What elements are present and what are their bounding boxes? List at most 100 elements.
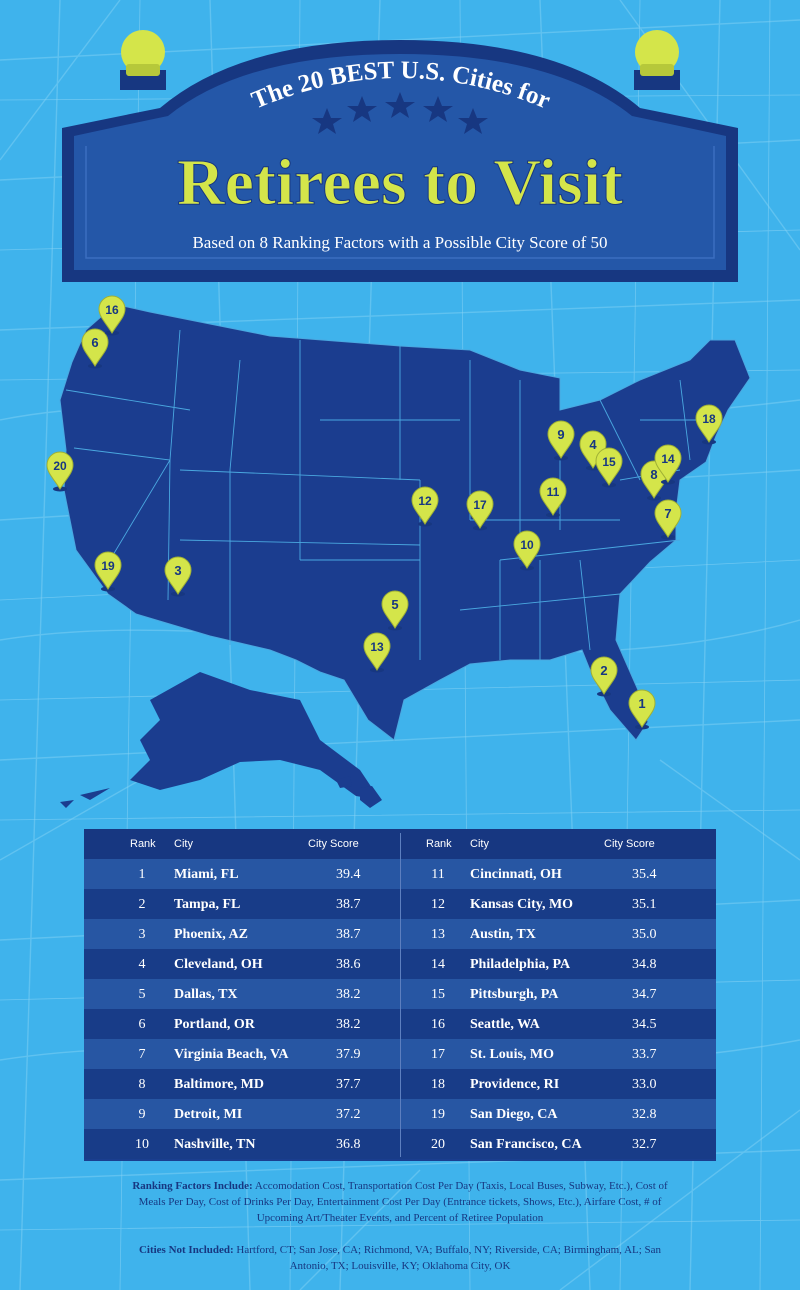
- map-pin-label: 14: [661, 452, 675, 466]
- city-cell: Cleveland, OH: [174, 957, 263, 972]
- map-pin-3: 3: [164, 556, 192, 597]
- rank-cell: 18: [431, 1077, 445, 1092]
- city-cell: Seattle, WA: [470, 1017, 540, 1032]
- sign-post-right: [634, 30, 680, 90]
- score-cell: 38.2: [336, 1017, 361, 1032]
- rank-cell: 2: [138, 897, 146, 912]
- score-cell: 38.7: [336, 897, 361, 912]
- map-pin-2: 2: [590, 656, 618, 697]
- map-pin-label: 3: [174, 563, 181, 578]
- score-cell: 35.4: [632, 867, 657, 882]
- map-pin-15: 15: [595, 447, 623, 488]
- rank-cell: 4: [138, 957, 146, 972]
- map-pin-label: 6: [91, 335, 98, 350]
- city-cell: Tampa, FL: [174, 897, 241, 912]
- header-score-left: City Score: [308, 838, 359, 850]
- city-cell: Dallas, TX: [174, 987, 238, 1002]
- map-pin-19: 19: [94, 551, 122, 592]
- rank-cell: 7: [138, 1047, 146, 1062]
- rank-cell: 16: [431, 1017, 445, 1032]
- rank-cell: 6: [138, 1017, 146, 1032]
- rank-cell: 15: [431, 987, 445, 1002]
- rank-cell: 12: [431, 897, 445, 912]
- city-cell: Providence, RI: [470, 1077, 560, 1092]
- city-cell: San Francisco, CA: [470, 1137, 582, 1152]
- excluded-cities-text: Hartford, CT; San Jose, CA; Richmond, VA…: [236, 1244, 662, 1272]
- score-cell: 34.7: [632, 987, 657, 1002]
- score-cell: 34.8: [632, 957, 657, 972]
- excluded-cities-note: Cities Not Included: Hartford, CT; San J…: [120, 1242, 680, 1274]
- map-pin-label: 9: [557, 427, 564, 442]
- map-pin-label: 18: [702, 412, 716, 426]
- map-pin-label: 1: [638, 696, 645, 711]
- score-cell: 37.2: [336, 1107, 361, 1122]
- city-cell: Virginia Beach, VA: [174, 1047, 289, 1062]
- excluded-cities-label: Cities Not Included:: [138, 1244, 234, 1256]
- map-pin-label: 16: [105, 303, 119, 317]
- rank-cell: 11: [431, 867, 445, 882]
- score-cell: 34.5: [632, 1017, 657, 1032]
- rank-cell: 5: [138, 987, 146, 1002]
- rank-cell: 9: [138, 1107, 146, 1122]
- state-borders: [65, 329, 700, 660]
- score-cell: 38.2: [336, 987, 361, 1002]
- main-title: Retirees to Visit: [177, 146, 623, 219]
- score-cell: 37.9: [336, 1047, 361, 1062]
- map-pin-16: 16: [98, 295, 126, 336]
- map-pin-label: 20: [53, 459, 67, 473]
- city-cell: Detroit, MI: [174, 1107, 243, 1122]
- map-pin-label: 11: [547, 485, 560, 499]
- ranking-factors-note: Ranking Factors Include: Accomodation Co…: [120, 1178, 680, 1226]
- sign-post-left: [120, 30, 166, 90]
- column-divider: [400, 833, 401, 1157]
- alaska: [60, 672, 380, 808]
- score-cell: 33.0: [632, 1077, 657, 1092]
- title-sign: The 20 BEST U.S. Cities for Retirees to …: [62, 30, 738, 282]
- rank-cell: 1: [138, 867, 146, 882]
- city-cell: Nashville, TN: [174, 1137, 256, 1152]
- map-pin-label: 5: [391, 597, 398, 612]
- map-pin-label: 17: [473, 498, 487, 512]
- score-cell: 32.7: [632, 1137, 657, 1152]
- ranking-factors-text: Accomodation Cost, Transportation Cost P…: [138, 1180, 668, 1224]
- us-mainland: [59, 301, 751, 741]
- subtitle: Based on 8 Ranking Factors with a Possib…: [192, 233, 608, 252]
- score-cell: 39.4: [336, 867, 361, 882]
- city-cell: Cincinnati, OH: [470, 867, 562, 882]
- rank-cell: 13: [431, 927, 445, 942]
- header-city-left: City: [174, 838, 193, 850]
- star-row: [312, 92, 488, 134]
- map-pin-label: 4: [589, 437, 597, 452]
- city-cell: St. Louis, MO: [470, 1047, 555, 1062]
- rank-cell: 3: [138, 927, 146, 942]
- map-pin-label: 10: [520, 538, 534, 552]
- rank-cell: 8: [138, 1077, 146, 1092]
- sign-inner: [74, 54, 726, 270]
- map-pin-20: 20: [46, 451, 74, 492]
- map-pin-label: 12: [418, 494, 432, 508]
- ranking-factors-label: Ranking Factors Include:: [132, 1180, 253, 1192]
- map-pin-13: 13: [363, 632, 391, 673]
- map-pin-5: 5: [381, 590, 409, 631]
- score-cell: 33.7: [632, 1047, 657, 1062]
- score-cell: 35.0: [632, 927, 657, 942]
- score-cell: 32.8: [632, 1107, 657, 1122]
- map-pin-label: 13: [370, 640, 384, 654]
- map-pin-9: 9: [547, 420, 575, 461]
- rank-cell: 19: [431, 1107, 445, 1122]
- score-cell: 38.7: [336, 927, 361, 942]
- score-cell: 36.8: [336, 1137, 361, 1152]
- city-cell: Austin, TX: [470, 927, 536, 942]
- score-cell: 38.6: [336, 957, 361, 972]
- header-score-right: City Score: [604, 838, 655, 850]
- rank-cell: 20: [431, 1137, 445, 1152]
- city-cell: Portland, OR: [174, 1017, 255, 1032]
- city-cell: Philadelphia, PA: [470, 957, 571, 972]
- map-pin-6: 6: [81, 328, 109, 369]
- hawaii: [336, 776, 382, 808]
- rank-cell: 17: [431, 1047, 445, 1062]
- map-pin-10: 10: [513, 530, 541, 571]
- city-cell: San Diego, CA: [470, 1107, 558, 1122]
- header-rank-right: Rank: [426, 838, 452, 850]
